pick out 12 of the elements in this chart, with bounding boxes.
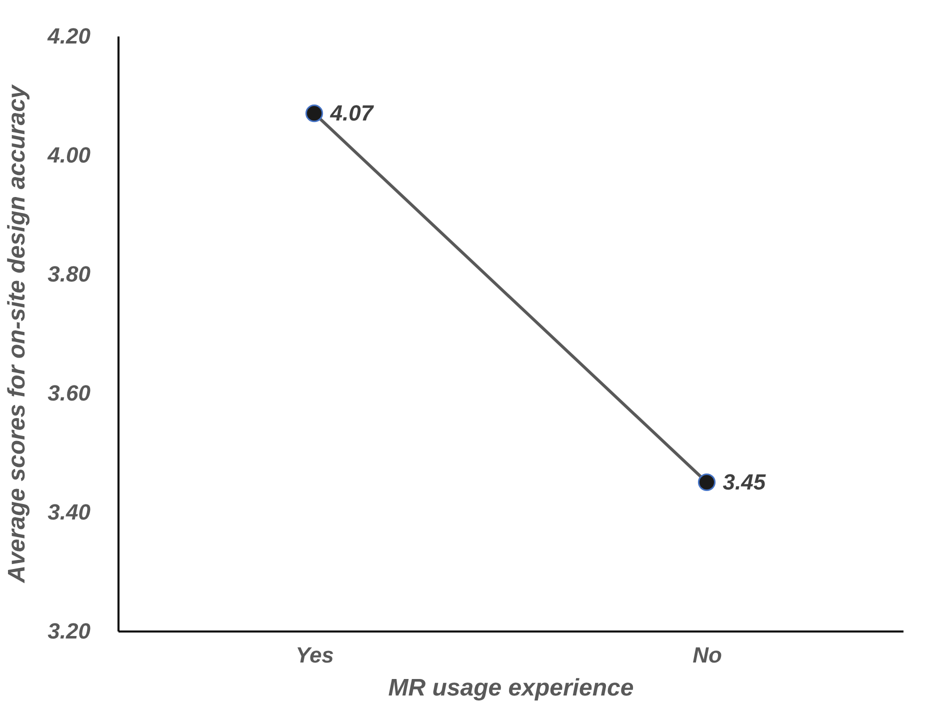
y-tick-label: 4.00 — [46, 142, 92, 168]
x-tick-label: Yes — [296, 642, 334, 668]
y-tick-label: 3.60 — [48, 380, 92, 406]
x-axis-title: MR usage experience — [388, 674, 634, 702]
y-tick-label: 3.20 — [48, 618, 92, 644]
y-axis-title: Average scores for on-site design accuracy — [4, 84, 31, 584]
x-tick-label: No — [692, 642, 722, 668]
y-tick-label: 3.40 — [48, 500, 92, 524]
y-tick-label: 4.20 — [46, 24, 92, 48]
data-label: 4.07 — [329, 100, 375, 126]
y-tick-label: 3.80 — [48, 262, 92, 286]
data-label: 3.45 — [722, 469, 766, 494]
